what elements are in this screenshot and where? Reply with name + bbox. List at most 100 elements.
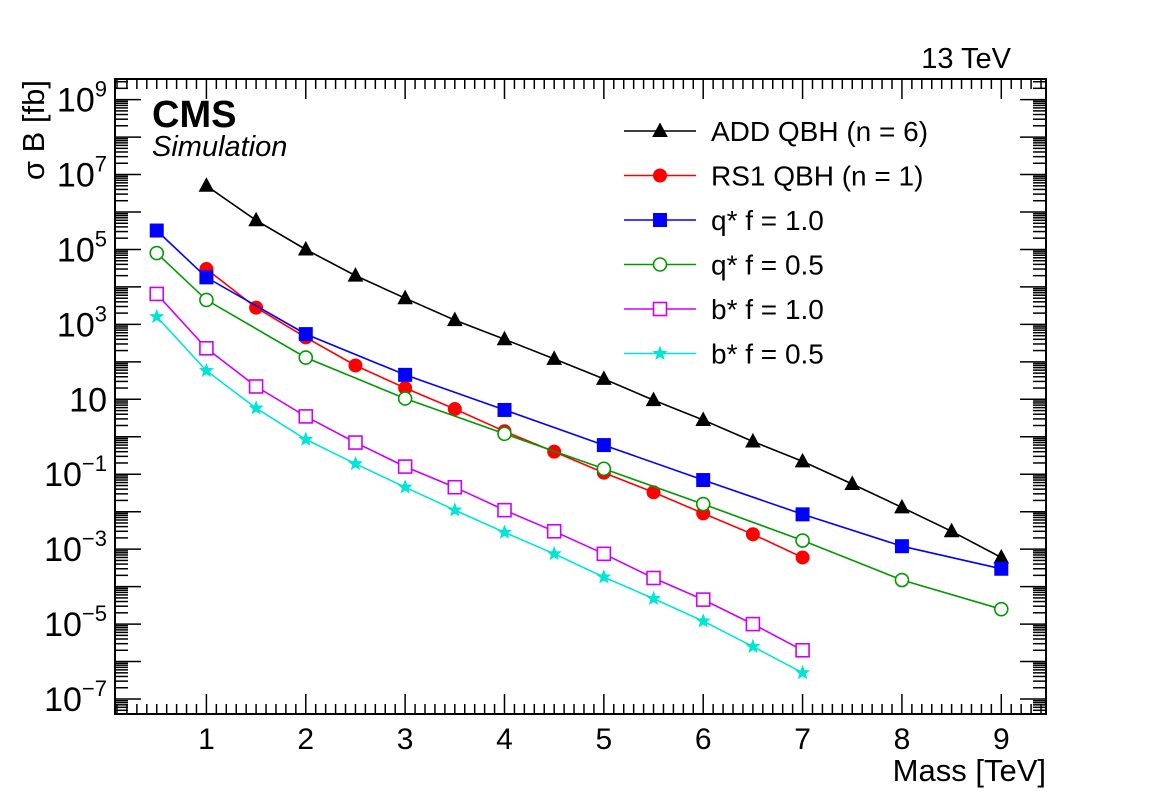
legend-marker — [653, 213, 667, 227]
y-axis-title: σ B [fb] — [16, 80, 51, 180]
legend-marker — [653, 168, 667, 183]
data-point — [795, 664, 811, 680]
plot-frame — [114, 78, 1047, 715]
data-point — [446, 311, 463, 327]
legend: ADD QBH (n = 6) RS1 QBH (n = 1) q* f = 1.0… — [624, 116, 928, 370]
series-4 — [149, 245, 1009, 617]
data-point — [596, 569, 612, 584]
legend-entry: q* f = 0.5 — [624, 250, 824, 281]
data-point — [199, 340, 214, 356]
data-point — [795, 550, 810, 565]
legend-label: q* f = 0.5 — [711, 250, 824, 281]
legend-entry: RS1 QBH (n = 1) — [624, 161, 923, 192]
legend-entry: q* f = 1.0 — [624, 205, 824, 236]
series-line — [156, 316, 803, 674]
data-point — [298, 431, 314, 446]
data-point — [149, 223, 164, 238]
data-point — [596, 546, 612, 562]
y-tick-label: 10−7 — [44, 676, 107, 719]
axis-labels: 1 2 3 4 5 6 7 8 9 109 107 105 103 10 10−1 10−3 10−5 10−7 — [44, 77, 1010, 756]
data-point — [894, 498, 910, 514]
y-tick-label: 107 — [57, 152, 107, 195]
data-point — [645, 391, 662, 407]
data-point — [298, 350, 314, 365]
legend-marker — [652, 345, 668, 360]
axis-ticks — [115, 79, 1046, 715]
y-tick-label: 109 — [57, 77, 107, 120]
y-tick-label: 105 — [57, 226, 107, 269]
series-3 — [149, 223, 1009, 576]
y-tick-label: 10−1 — [44, 451, 107, 494]
data-point — [447, 402, 462, 417]
data-point — [994, 561, 1009, 576]
data-point — [795, 642, 810, 658]
data-point — [894, 572, 910, 588]
energy-label: 13 TeV — [921, 43, 1011, 75]
data-point — [348, 358, 363, 373]
x-axis-title: Mass [TeV] — [893, 753, 1046, 788]
data-point — [794, 452, 811, 468]
legend-label: q* f = 1.0 — [711, 205, 824, 236]
data-point — [695, 592, 711, 607]
series-line — [156, 229, 1002, 570]
data-point — [347, 267, 364, 282]
legend-entry: b* f = 1.0 — [624, 294, 824, 325]
data-point — [248, 400, 264, 415]
data-point — [695, 496, 711, 512]
series-6 — [149, 308, 811, 680]
data-point — [198, 362, 214, 378]
data-point — [645, 590, 662, 605]
data-point — [397, 289, 413, 305]
x-tick-label: 4 — [496, 723, 513, 756]
legend-marker — [652, 301, 668, 317]
data-point — [447, 479, 463, 495]
data-point — [844, 475, 861, 490]
data-point — [745, 432, 761, 448]
y-tick-label: 10 — [69, 381, 107, 419]
data-point — [248, 379, 264, 394]
data-point — [596, 370, 612, 385]
data-point — [546, 350, 563, 365]
data-point — [695, 411, 712, 427]
data-point — [695, 613, 711, 628]
data-point — [198, 177, 215, 192]
data-point — [149, 245, 165, 261]
data-point — [297, 240, 314, 256]
data-point — [596, 438, 611, 453]
x-tick-label: 9 — [993, 723, 1010, 756]
data-point — [696, 473, 711, 488]
x-tick-label: 6 — [695, 723, 712, 756]
series-layer — [149, 177, 1010, 680]
data-point — [745, 638, 761, 654]
data-point — [496, 330, 513, 346]
data-point — [497, 426, 512, 442]
data-point — [397, 459, 413, 474]
data-point — [497, 502, 512, 518]
legend-label: b* f = 0.5 — [711, 339, 824, 370]
data-point — [993, 548, 1010, 564]
data-point — [596, 461, 612, 477]
x-tick-label: 3 — [397, 723, 414, 756]
x-tick-label: 8 — [894, 723, 911, 756]
data-point — [646, 570, 661, 586]
data-point — [497, 402, 512, 417]
x-tick-label: 5 — [596, 723, 613, 756]
data-point — [943, 522, 960, 538]
data-point — [248, 211, 264, 227]
x-tick-label: 2 — [297, 723, 314, 756]
data-point — [149, 286, 165, 302]
legend-label: RS1 QBH (n = 1) — [711, 161, 923, 192]
data-point — [745, 527, 760, 542]
x-tick-label: 7 — [794, 723, 811, 756]
series-5 — [149, 286, 810, 658]
legend-marker — [652, 122, 668, 137]
data-point — [745, 616, 761, 632]
data-point — [397, 391, 413, 406]
series-line — [156, 293, 803, 652]
data-point — [348, 435, 363, 450]
legend-marker — [652, 257, 668, 272]
data-point — [497, 524, 512, 539]
legend-label: ADD QBH (n = 6) — [711, 116, 928, 147]
